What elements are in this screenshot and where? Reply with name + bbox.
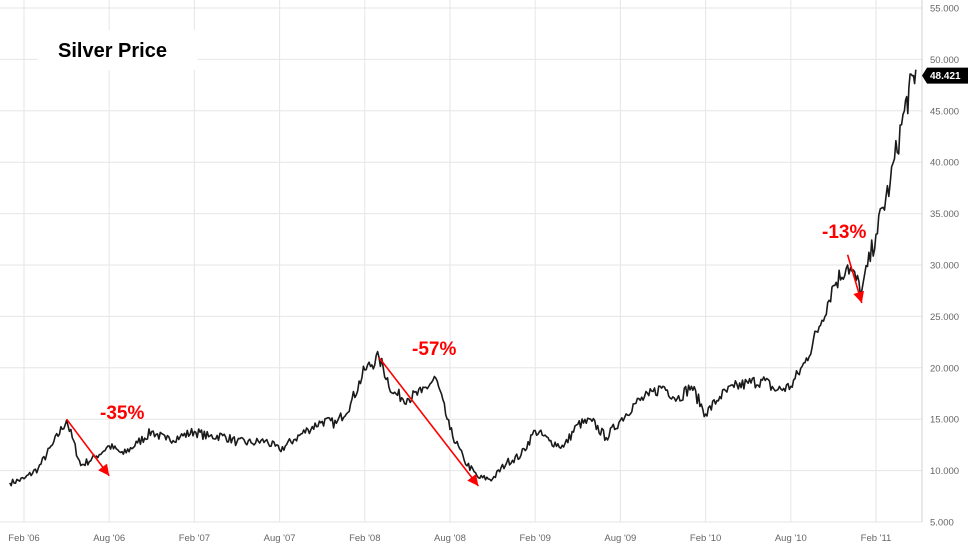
arrow-shaft [378, 357, 480, 487]
last-value-marker: 48.421 [922, 67, 968, 84]
x-tick-labels: Feb '06 Aug '06 Feb '07 Aug '07 Feb '08 Aug '… [8, 533, 891, 544]
x-tick-label: Feb '08 [349, 533, 380, 544]
last-value-label: 48.421 [930, 71, 961, 82]
drawdown-arrow: -13% [822, 222, 866, 304]
x-tick-label: Feb '07 [179, 533, 210, 544]
y-tick-label: 30.000 [930, 261, 959, 272]
y-tick-label: 35.000 [930, 209, 959, 220]
x-tick-label: Aug '07 [264, 533, 296, 544]
drawdown-label: -35% [100, 403, 144, 424]
arrow-head [98, 463, 110, 476]
x-tick-label: Aug '08 [434, 533, 466, 544]
x-gridlines [23, 0, 877, 522]
x-tick-label: Aug '09 [604, 533, 636, 544]
last-value-tag [922, 67, 968, 84]
drawdown-label: -57% [412, 339, 456, 360]
y-tick-label: 55.000 [930, 4, 959, 15]
arrow-head [853, 290, 864, 304]
drawdown-annotations: -35% -57% -13% [65, 222, 866, 487]
y-gridlines [0, 7, 922, 523]
x-tick-label: Feb '06 [8, 533, 39, 544]
drawdown-arrow: -35% [65, 403, 144, 477]
arrow-shaft [65, 418, 110, 477]
x-tick-label: Feb '11 [861, 533, 892, 544]
x-tick-label: Feb '10 [690, 533, 721, 544]
chart-title: Silver Price [58, 40, 167, 62]
title-box [38, 30, 198, 70]
y-tick-label: 20.000 [930, 363, 959, 374]
arrow-head [467, 473, 479, 487]
y-tick-labels: 5.000 10.000 15.000 20.000 25.000 30.000 35.00… [930, 4, 959, 529]
y-tick-label: 5.000 [930, 518, 954, 529]
y-tick-label: 45.000 [930, 106, 959, 117]
drawdown-arrow: -57% [378, 339, 480, 487]
y-tick-label: 50.000 [930, 55, 959, 66]
x-tick-label: Aug '10 [775, 533, 807, 544]
series-line [9, 69, 917, 487]
y-tick-label: 40.000 [930, 158, 959, 169]
x-tick-label: Feb '09 [520, 533, 551, 544]
x-tick-label: Aug '06 [93, 533, 125, 544]
y-tick-label: 15.000 [930, 415, 959, 426]
y-tick-label: 25.000 [930, 312, 959, 323]
y-tick-label: 10.000 [930, 466, 959, 477]
drawdown-label: -13% [822, 222, 866, 243]
